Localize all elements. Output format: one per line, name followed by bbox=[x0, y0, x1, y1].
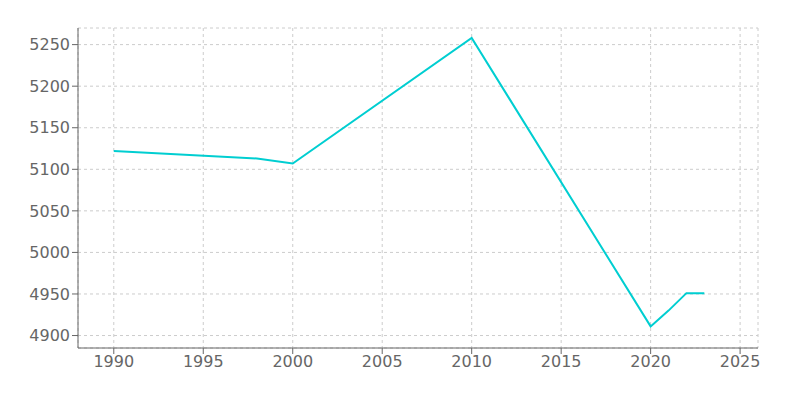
svg-text:5100: 5100 bbox=[29, 160, 70, 179]
svg-text:1990: 1990 bbox=[93, 352, 134, 371]
svg-text:2015: 2015 bbox=[541, 352, 582, 371]
svg-text:5050: 5050 bbox=[29, 202, 70, 221]
svg-text:5250: 5250 bbox=[29, 35, 70, 54]
svg-text:4900: 4900 bbox=[29, 326, 70, 345]
svg-text:4950: 4950 bbox=[29, 285, 70, 304]
svg-text:5000: 5000 bbox=[29, 243, 70, 262]
svg-text:2020: 2020 bbox=[630, 352, 671, 371]
svg-text:2010: 2010 bbox=[451, 352, 492, 371]
svg-text:2025: 2025 bbox=[720, 352, 761, 371]
svg-text:2000: 2000 bbox=[272, 352, 313, 371]
svg-text:1995: 1995 bbox=[183, 352, 224, 371]
svg-text:5150: 5150 bbox=[29, 118, 70, 137]
svg-text:5200: 5200 bbox=[29, 77, 70, 96]
svg-text:2005: 2005 bbox=[362, 352, 403, 371]
